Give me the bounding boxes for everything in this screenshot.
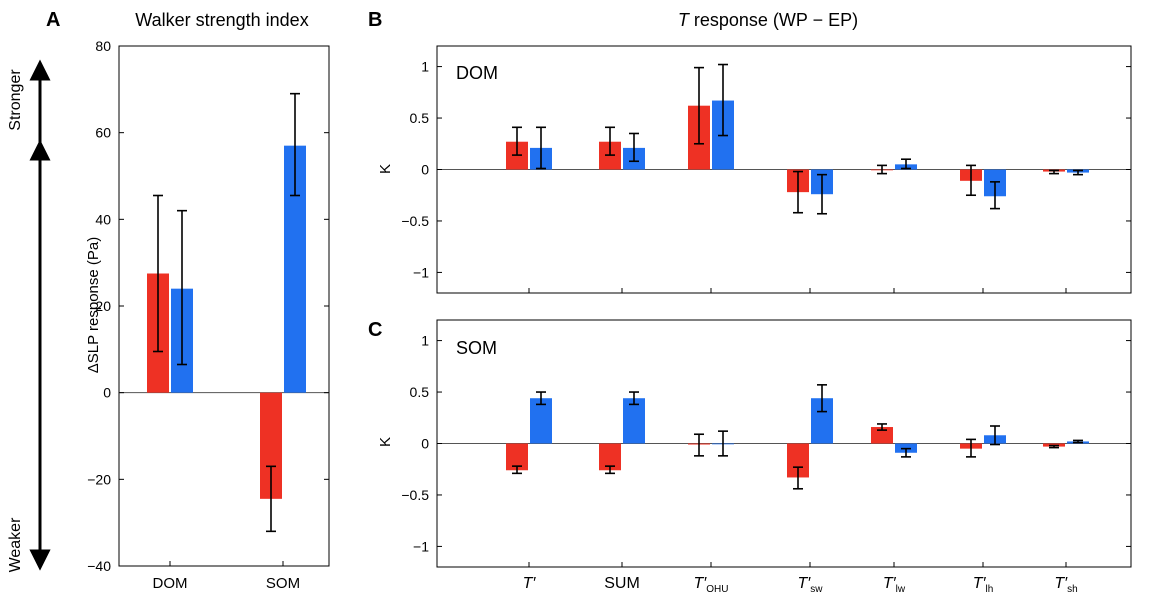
panel-c-ytick-label: 0.5 <box>410 384 430 400</box>
panel-c-xtick-label: T′lh <box>973 575 994 592</box>
panel-a-ylabel: ΔSLP response (Pa) <box>85 237 102 373</box>
weaker-label: Weaker <box>7 517 24 573</box>
panel-c-ytick-label: 0 <box>421 436 429 452</box>
panel-a-bar-red-1 <box>260 392 282 499</box>
panel-c-xtick-label: T′lw <box>883 575 906 592</box>
panel-b-label: DOM <box>456 63 498 83</box>
panel-c-ylabel: K <box>377 437 394 447</box>
panel-c-bar-red-1 <box>599 443 621 471</box>
panel-c-xtick-label: SUM <box>604 575 640 592</box>
panel-c-ytick-label: −0.5 <box>401 487 429 503</box>
panel-b-ytick-label: 0 <box>421 162 429 178</box>
panel-c-bar-blue-0 <box>530 398 552 444</box>
panel-a-ytick-label: 20 <box>95 298 111 314</box>
panel-a-ytick-label: 40 <box>95 211 111 227</box>
panel-c-xtick-label: T′OHU <box>693 575 728 592</box>
panel-a-ytick-label: 80 <box>95 38 111 54</box>
panel-c-bar-blue-3 <box>811 398 833 444</box>
panel-b-ytick-label: −1 <box>413 264 429 280</box>
panel-a-ytick-label: −40 <box>87 558 111 574</box>
panel-label-a: A <box>46 9 60 31</box>
panel-label-b: B <box>368 9 382 31</box>
panel-b-title: T response (WP − EP) <box>678 10 858 30</box>
panel-label-c: C <box>368 319 382 341</box>
panel-c-bar-red-0 <box>506 443 528 471</box>
panel-c-xtick-label: T′ <box>523 575 537 592</box>
panel-b-ytick-label: 1 <box>421 59 429 75</box>
panel-b-ytick-label: −0.5 <box>401 213 429 229</box>
panel-c-bar-red-3 <box>787 443 809 478</box>
panel-a-xtick-label-som: SOM <box>266 575 300 592</box>
panel-c-label: SOM <box>456 338 497 358</box>
panel-c-xtick-label: T′sw <box>797 575 823 592</box>
panel-a-ytick-label: −20 <box>87 471 111 487</box>
panel-a-ytick-label: 0 <box>103 385 111 401</box>
panel-b-ylabel: K <box>377 164 394 174</box>
panel-a-ytick-label: 60 <box>95 125 111 141</box>
panel-a-xtick-label-dom: DOM <box>153 575 188 592</box>
panel-a-title: Walker strength index <box>135 10 308 30</box>
panel-c-bar-blue-1 <box>623 398 645 444</box>
stronger-label: Stronger <box>7 69 24 131</box>
panel-c-xtick-label: T′sh <box>1054 575 1077 592</box>
panel-c-ytick-label: −1 <box>413 538 429 554</box>
panel-c-ytick-label: 1 <box>421 333 429 349</box>
panel-a-bar-blue-1 <box>284 145 306 393</box>
panel-b-ytick-label: 0.5 <box>410 110 430 126</box>
panel-c-bar-red-4 <box>871 427 893 444</box>
